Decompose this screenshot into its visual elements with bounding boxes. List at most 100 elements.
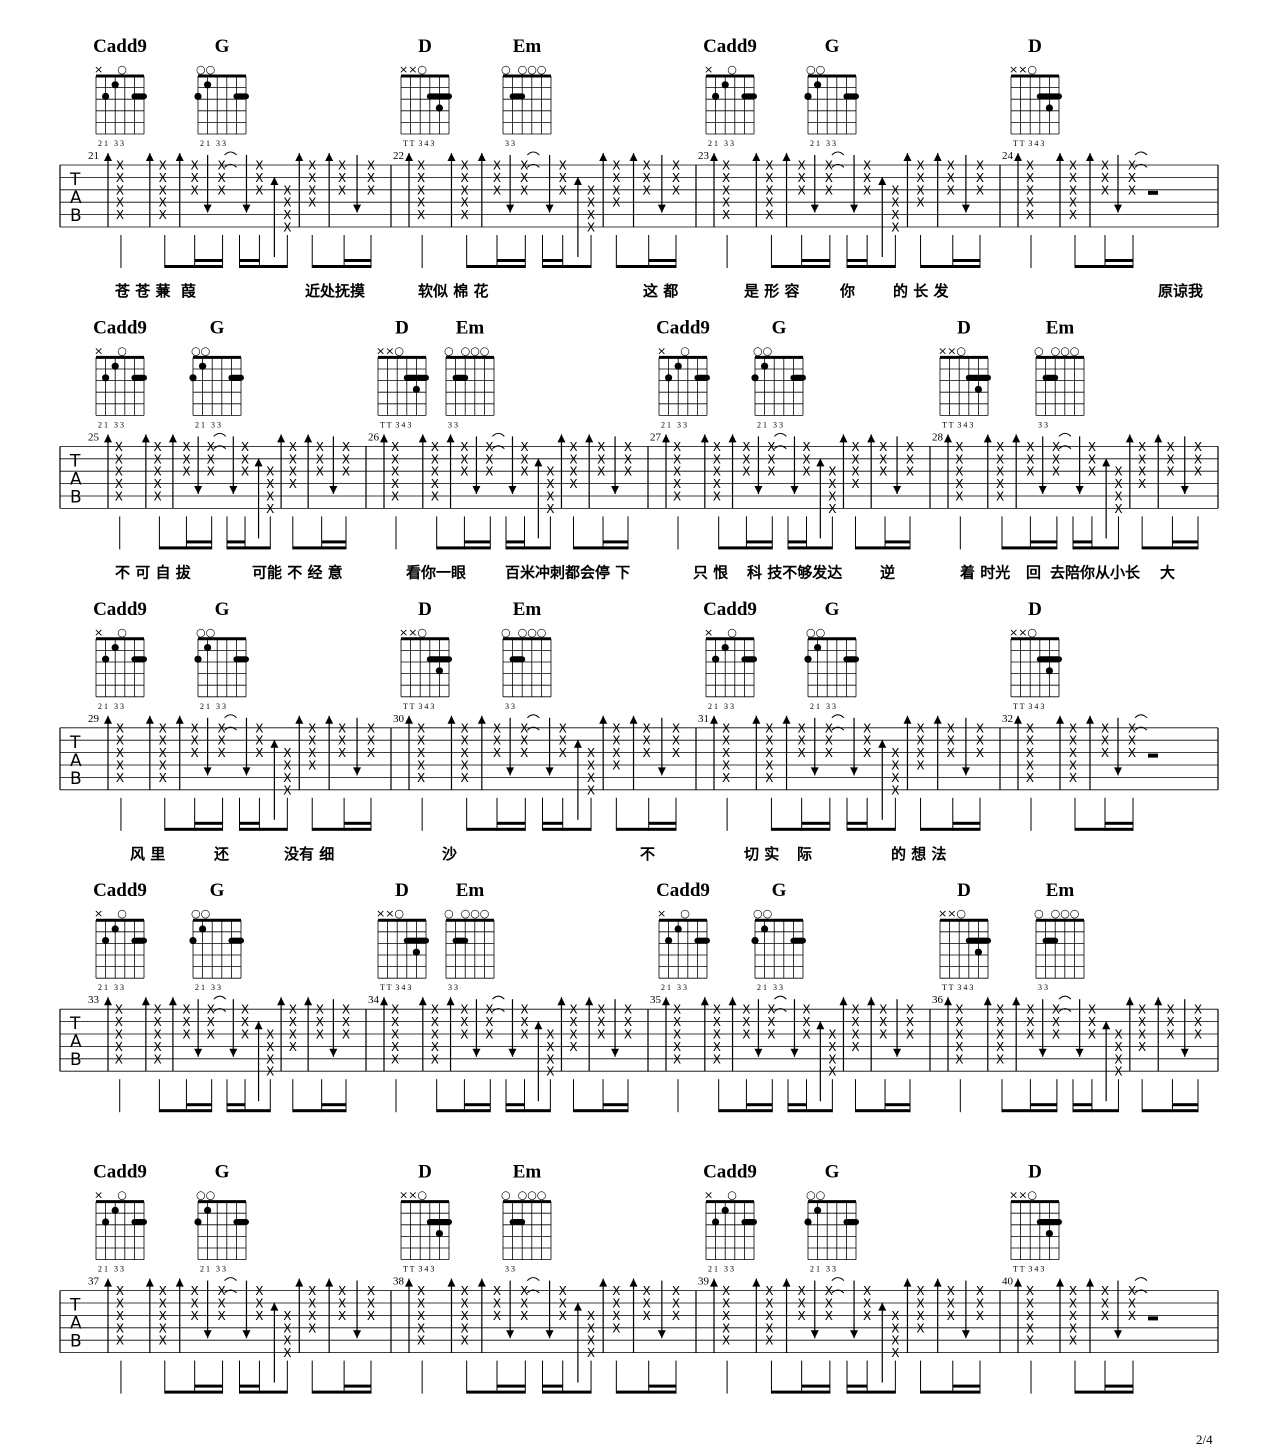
finger-dot [814, 1206, 822, 1214]
beam [718, 546, 773, 550]
beam [573, 546, 628, 550]
chord-name: Cadd9 [656, 880, 710, 901]
finger-dot [111, 1206, 119, 1214]
muted-note-x: X [828, 1065, 836, 1079]
muted-note-x: X [673, 1028, 681, 1042]
muted-note-x: X [116, 1297, 124, 1311]
muted-note-x: X [955, 465, 963, 479]
tab-clef-letter: B [70, 1050, 82, 1070]
chord-name: Em [513, 1162, 542, 1183]
muted-note-x: X [1026, 1321, 1034, 1335]
string-markers: ××○ [1009, 1189, 1037, 1202]
muted-note-x: X [906, 1015, 914, 1029]
muted-note-x: X [559, 159, 567, 173]
lyric-text: 逆 [880, 563, 895, 581]
muted-note-x: X [520, 159, 528, 173]
beam [952, 259, 980, 262]
muted-note-x: X [431, 1028, 439, 1042]
beam [1073, 546, 1119, 550]
muted-note-x: X [767, 1015, 775, 1029]
muted-note-x: X [1052, 1003, 1060, 1017]
finger-dot [102, 1218, 110, 1226]
string-markers: ××○ [399, 63, 427, 76]
arrow-up-icon [295, 715, 304, 724]
muted-note-x: X [1114, 1052, 1122, 1066]
arrow-down-icon [472, 1048, 481, 1057]
arrow-down-icon [657, 767, 666, 776]
string-markers: ○○ [191, 344, 210, 357]
arrow-up-icon [944, 434, 952, 443]
muted-note-x: X [1114, 1040, 1122, 1054]
muted-note-x: X [825, 721, 833, 735]
muted-note-x: X [673, 477, 681, 491]
tie-arc [831, 1289, 845, 1294]
muted-note-x: X [367, 746, 375, 760]
muted-note-x: X [976, 183, 984, 197]
chord-diagram-g: G○○ 2 1 3 3 [194, 1162, 249, 1274]
beam [1001, 1109, 1057, 1113]
beam [292, 1109, 346, 1113]
arrow-up-icon [277, 997, 286, 1006]
chord-diagram-em: Em ○ ○○○ 3 3 [1034, 317, 1085, 429]
muted-note-x: X [241, 465, 249, 479]
muted-note-x: X [955, 452, 963, 466]
muted-note-x: X [283, 1321, 291, 1335]
muted-note-x: X [191, 171, 199, 185]
muted-note-x: X [520, 1015, 528, 1029]
string-markers: ○○ [806, 1189, 825, 1202]
arrow-up-icon [104, 434, 112, 443]
string-markers: × ○ [704, 63, 737, 76]
chord-name: G [210, 880, 225, 901]
lyric-text: 科 技不够发达 [747, 563, 842, 581]
muted-note-x: X [342, 1003, 350, 1017]
muted-note-x: X [916, 171, 924, 185]
finger-numbers: 2 1 3 3 [195, 983, 221, 992]
muted-note-x: X [672, 1297, 680, 1311]
chord-name: G [215, 36, 230, 57]
muted-note-x: X [1101, 746, 1109, 760]
beam [239, 821, 260, 825]
muted-note-x: X [947, 171, 955, 185]
finger-numbers: 3 3 [448, 420, 458, 429]
arrow-up-icon [175, 153, 184, 161]
muted-note-x: X [828, 465, 836, 479]
arrow-up-icon [933, 153, 942, 161]
measure-number: 25 [88, 431, 100, 443]
muted-note-x: X [115, 1052, 123, 1066]
arrow-up-icon [662, 434, 670, 443]
muted-note-x: X [722, 1284, 730, 1298]
arrow-up-icon [477, 1278, 486, 1287]
muted-note-x: X [1114, 1028, 1122, 1042]
muted-note-x: X [417, 1297, 425, 1311]
measure-number: 35 [650, 994, 662, 1006]
arrow-up-icon [447, 715, 456, 724]
chord-name: G [825, 599, 840, 620]
chord-diagram-g: G○○ 2 1 3 3 [804, 1162, 859, 1274]
muted-note-x: X [417, 208, 425, 222]
muted-note-x: X [191, 721, 199, 735]
lyric-text: 这 都 [643, 282, 678, 300]
measure-number: 36 [932, 994, 944, 1006]
muted-note-x: X [612, 1284, 620, 1298]
muted-note-x: X [612, 171, 620, 185]
string-markers: × ○ [94, 626, 127, 639]
muted-note-x: X [947, 1309, 955, 1323]
muted-note-x: X [115, 477, 123, 491]
arrow-down-icon [545, 204, 554, 213]
beam [1075, 1390, 1133, 1394]
tie-arc [774, 445, 787, 450]
arrow-down-icon [961, 767, 970, 776]
muted-note-x: X [947, 159, 955, 173]
muted-note-x: X [597, 1015, 605, 1029]
chord-diagram-g: G○○ 2 1 3 3 [804, 36, 859, 148]
muted-note-x: X [1194, 440, 1202, 454]
muted-note-x: X [1026, 1003, 1034, 1017]
lyric-text: 回 [1026, 563, 1041, 581]
muted-note-x: X [461, 171, 469, 185]
finger-dot [721, 1206, 729, 1214]
arrow-down-icon [790, 486, 799, 494]
system-2: Cadd9× ○2 1 3 3G○○2 1 3 3D××○T T 3 4 3Em… [59, 317, 1219, 581]
